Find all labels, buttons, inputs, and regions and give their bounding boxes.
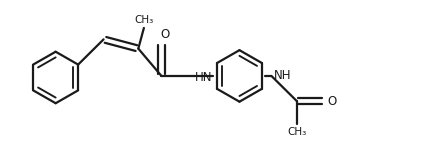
Text: HN: HN — [194, 71, 212, 84]
Text: O: O — [326, 95, 336, 108]
Text: NH: NH — [273, 69, 291, 82]
Text: CH₃: CH₃ — [286, 127, 306, 137]
Text: CH₃: CH₃ — [134, 15, 153, 25]
Text: O: O — [160, 28, 170, 41]
